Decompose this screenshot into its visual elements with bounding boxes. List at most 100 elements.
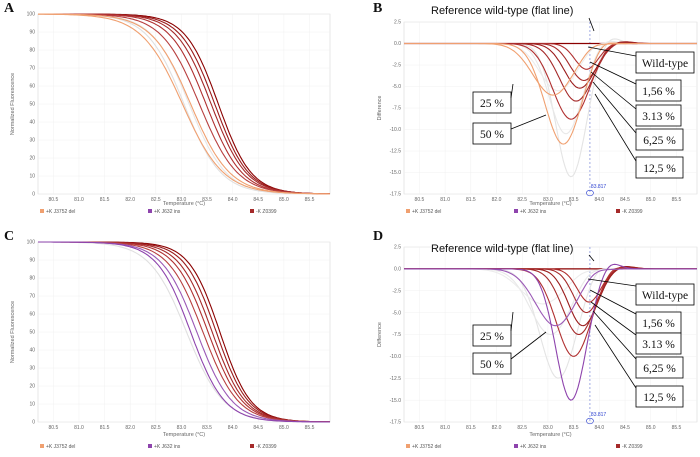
legend-entry: -K Z0399 (622, 444, 643, 450)
annotation-label: 12,5 % (643, 163, 676, 175)
y-tick-label: -15.0 (390, 170, 402, 176)
x-tick-label: 83.5 (569, 425, 579, 431)
x-tick-label: 82.5 (151, 197, 161, 203)
annotation-arrow (594, 93, 637, 162)
x-tick-label: 84.5 (253, 425, 263, 431)
annotation-arrow (587, 46, 637, 57)
x-tick-label: 82.0 (492, 197, 502, 203)
y-tick-label: 2.5 (394, 245, 401, 251)
legend-entry: +K J3752 del (412, 209, 441, 215)
legend-swatch (406, 209, 410, 213)
x-tick-label: 85.0 (279, 197, 289, 203)
y-tick-label: 60 (29, 84, 35, 90)
series-line (38, 13, 330, 195)
x-tick-label: 82.0 (125, 425, 135, 431)
x-tick-label: 81.0 (74, 425, 84, 431)
annotation-box (635, 51, 695, 74)
cursor-handle (586, 417, 594, 425)
y-tick-label: -12.5 (390, 149, 402, 155)
annotation-box (635, 79, 682, 102)
panel-d-chart: 2.5 0.0 -2.5 -5.0 -7.5 -10.0 -12.5 -15.0 -17.5 80… (377, 243, 698, 450)
x-tick-label: 84.5 (253, 197, 263, 203)
series-line (404, 263, 697, 401)
annotation-label: 1,56 % (642, 318, 675, 330)
x-axis-label: Temperature (°C) (529, 201, 571, 207)
legend-swatch (406, 444, 410, 448)
y-tick-label: -15.0 (390, 398, 402, 404)
cursor-value-label: 83.817 (591, 412, 607, 418)
x-tick-label: 82.0 (125, 197, 135, 203)
legend-swatch (514, 209, 518, 213)
y-tick-label: 40 (29, 348, 35, 354)
y-tick-label: 50 (29, 102, 35, 108)
legend-swatch (148, 209, 152, 213)
annotation-box (635, 156, 684, 179)
panel-letter-a: A (4, 1, 15, 16)
x-tick-label: 85.5 (672, 425, 682, 431)
panel-b-chart: 2.5 0.0 -2.5 -5.0 -7.5 -10.0 -12.5 -15.0 -17.5 80… (377, 5, 698, 215)
x-tick-label: 81.0 (74, 197, 84, 203)
y-tick-label: 40 (29, 120, 35, 126)
annotation-box (635, 128, 684, 151)
legend-entry: -K Z0399 (622, 209, 643, 215)
x-tick-label: 83.5 (569, 197, 579, 203)
legend-entry: +K J3752 del (46, 209, 75, 215)
y-tick-label: -17.5 (390, 420, 402, 426)
x-tick-label: 83.0 (177, 425, 187, 431)
x-tick-label: 81.0 (440, 425, 450, 431)
y-tick-label: -7.5 (392, 106, 401, 112)
y-tick-label: 100 (27, 12, 36, 18)
y-tick-label: 0.0 (394, 41, 401, 47)
annotation-label: 50 % (480, 129, 504, 141)
x-tick-label: 84.0 (228, 197, 238, 203)
x-tick-label: 83.0 (543, 197, 553, 203)
panel-letter-b: B (373, 1, 382, 16)
annotation-arrow (594, 324, 637, 389)
y-axis-label: Normalized Fluorescence (10, 73, 16, 135)
y-tick-label: 0 (32, 192, 35, 198)
annotation-box (472, 352, 512, 375)
x-tick-label: 81.5 (100, 197, 110, 203)
annotation-arrow (590, 301, 637, 336)
y-tick-label: 60 (29, 312, 35, 318)
x-tick-label: 83.0 (543, 425, 553, 431)
y-axis-label: Normalized Fluorescence (10, 301, 16, 363)
annotation-arrow (510, 83, 514, 99)
x-axis-label: Temperature (°C) (163, 201, 205, 207)
x-tick-label: 80.5 (49, 425, 59, 431)
annotation-arrow (510, 114, 547, 130)
legend-swatch (40, 209, 44, 213)
x-tick-label: 82.5 (151, 425, 161, 431)
x-tick-label: 84.0 (594, 425, 604, 431)
x-tick-label: 80.5 (49, 197, 59, 203)
annotation-arrow (592, 310, 637, 360)
y-tick-label: -7.5 (392, 332, 401, 338)
x-tick-label: 82.0 (492, 425, 502, 431)
legend-swatch (40, 444, 44, 448)
annotation-box (635, 356, 684, 379)
y-tick-label: -10.0 (390, 354, 402, 360)
y-tick-label: -5.0 (392, 310, 401, 316)
legend-swatch (148, 444, 152, 448)
series-line (404, 42, 697, 145)
x-tick-label: 84.5 (620, 425, 630, 431)
annotation-arrow (588, 17, 595, 32)
x-tick-label: 81.5 (466, 197, 476, 203)
panel-a-chart: 0 10 20 30 40 50 60 70 80 90 100 80.5 81.0 81.5 82.0 82… (10, 12, 331, 215)
annotation-label: Wild-type (642, 58, 688, 70)
annotation-arrow (510, 311, 514, 332)
legend-entry: +K J632 ins (520, 209, 547, 215)
y-tick-label: 0 (32, 420, 35, 426)
annotation-reference: Reference wild-type (flat line) (431, 243, 573, 255)
y-tick-label: 20 (29, 384, 35, 390)
y-tick-label: 30 (29, 138, 35, 144)
annotation-label: 25 % (480, 98, 504, 110)
x-tick-label: 83.5 (202, 425, 212, 431)
y-tick-label: 50 (29, 330, 35, 336)
y-tick-label: 100 (27, 240, 36, 246)
annotation-box (635, 104, 682, 127)
y-tick-label: 10 (29, 402, 35, 408)
y-tick-label: 30 (29, 366, 35, 372)
annotation-box (472, 91, 512, 114)
